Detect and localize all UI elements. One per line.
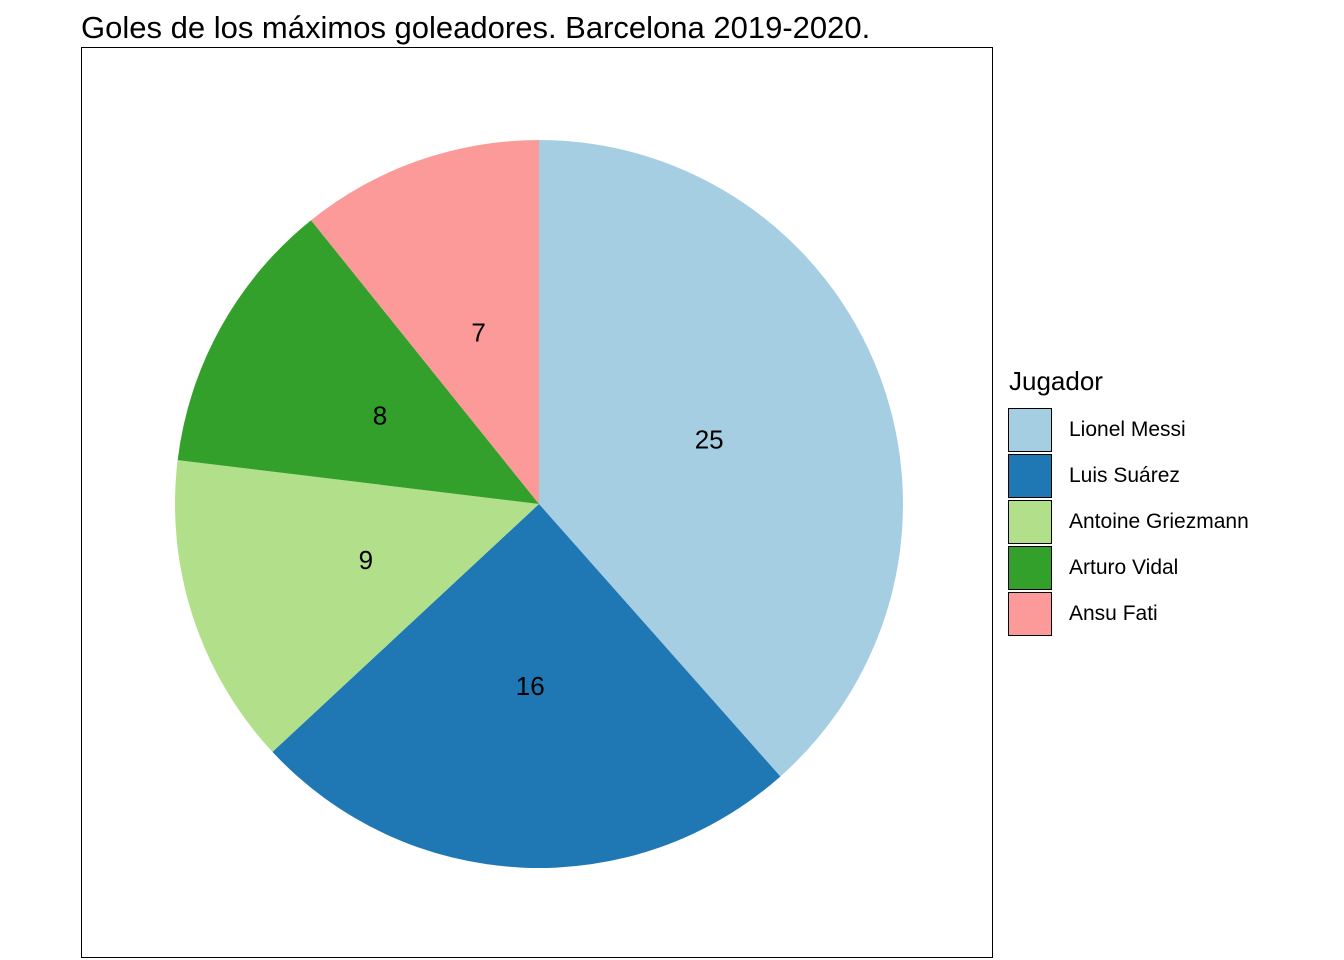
legend-key-arturo-vidal — [1008, 546, 1052, 590]
legend-label-lionel-messi: Lionel Messi — [1069, 418, 1186, 441]
slice-label-antoine-griezmann: 9 — [359, 545, 373, 575]
pie-chart: 25 16 9 8 7 — [175, 140, 903, 868]
legend-item-luis-suarez: Luis Suárez — [1008, 453, 1249, 499]
pie-slice-luis-suarez — [272, 504, 781, 868]
legend-label-antoine-griezmann: Antoine Griezmann — [1069, 510, 1249, 533]
legend-item-arturo-vidal: Arturo Vidal — [1008, 545, 1249, 591]
pie-slice-antoine-griezmann — [175, 460, 540, 752]
chart-title: Goles de los máximos goleadores. Barcelo… — [81, 10, 871, 45]
legend: Jugador Lionel Messi Luis Suárez Antoine G… — [1008, 366, 1249, 637]
pie-slice-arturo-vidal — [177, 220, 539, 504]
slice-label-ansu-fati: 7 — [471, 317, 485, 347]
legend-item-lionel-messi: Lionel Messi — [1008, 407, 1249, 453]
legend-key-lionel-messi — [1008, 408, 1052, 452]
legend-key-antoine-griezmann — [1008, 500, 1052, 544]
slice-label-luis-suarez: 16 — [516, 671, 545, 701]
legend-title: Jugador — [1009, 366, 1103, 396]
legend-item-antoine-griezmann: Antoine Griezmann — [1008, 499, 1249, 545]
legend-key-ansu-fati — [1008, 592, 1052, 636]
pie-slice-ansu-fati — [311, 140, 539, 504]
legend-label-arturo-vidal: Arturo Vidal — [1069, 556, 1179, 579]
legend-items: Lionel Messi Luis Suárez Antoine Griezmann… — [1008, 407, 1249, 637]
legend-label-luis-suarez: Luis Suárez — [1069, 464, 1180, 487]
slice-label-arturo-vidal: 8 — [373, 401, 387, 431]
legend-key-luis-suarez — [1008, 454, 1052, 498]
pie-slice-lionel-messi — [539, 140, 903, 777]
plot-panel: 25 16 9 8 7 — [81, 47, 993, 958]
legend-label-ansu-fati: Ansu Fati — [1069, 602, 1158, 625]
legend-item-ansu-fati: Ansu Fati — [1008, 591, 1249, 637]
slice-label-lionel-messi: 25 — [695, 424, 724, 454]
